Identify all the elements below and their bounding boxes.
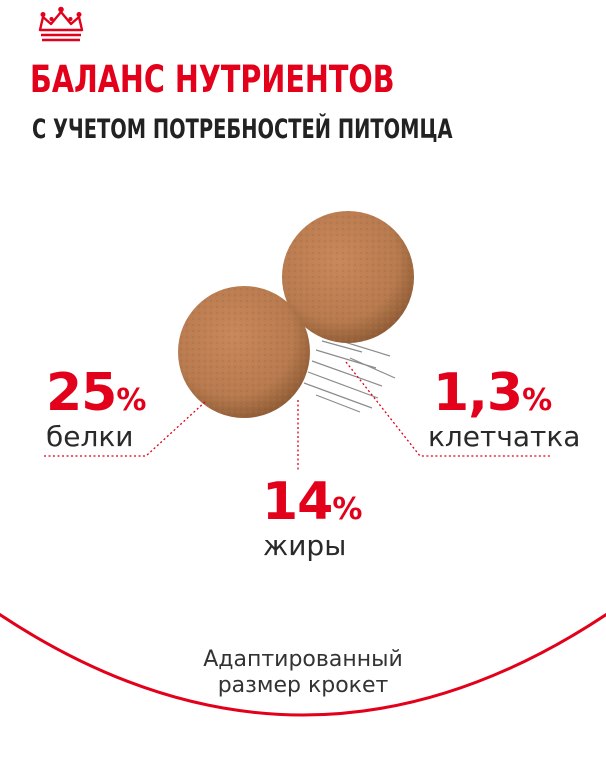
footer-line-1: Адаптированный [203, 647, 403, 672]
fiber-value: 1,3% [433, 363, 553, 423]
leader-line-fiber [345, 361, 552, 457]
protein-label: белки [46, 420, 134, 453]
fat-label: жиры [263, 529, 347, 562]
bottom-arc [0, 612, 606, 717]
fiber-label: клетчатка [428, 420, 581, 453]
page-subtitle: С УЧЕТОМ ПОТРЕБНОСТЕЙ ПИТОМЦА [32, 114, 453, 145]
footer-line-2: размер крокет [217, 673, 389, 698]
page-title: БАЛАНС НУТРИЕНТОВ [30, 58, 395, 101]
fat-value: 14% [262, 472, 363, 532]
protein-value: 25% [46, 363, 147, 423]
royal-crown-icon [38, 6, 84, 42]
